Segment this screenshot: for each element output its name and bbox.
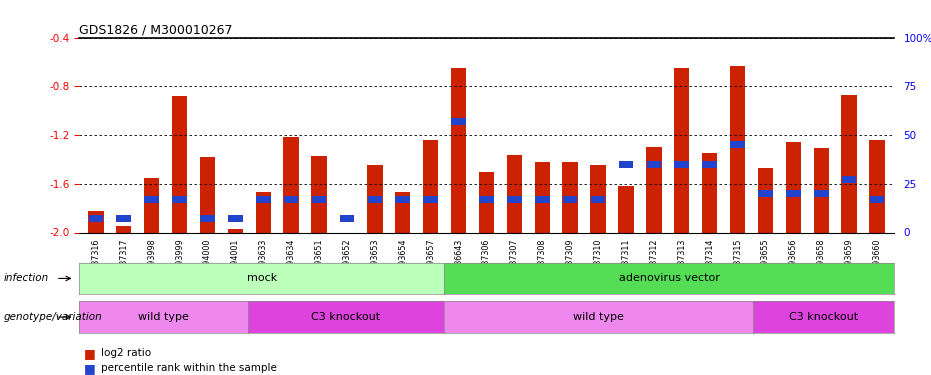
Bar [396, 196, 410, 203]
Bar [88, 211, 103, 232]
Bar [535, 196, 549, 203]
Bar [479, 172, 494, 232]
Bar [534, 162, 550, 232]
Bar [562, 162, 578, 232]
Text: infection: infection [4, 273, 49, 284]
Bar [172, 96, 187, 232]
Text: C3 knockout: C3 knockout [789, 312, 858, 322]
Bar [423, 140, 439, 232]
Bar [256, 192, 271, 232]
Bar [870, 196, 884, 203]
Bar [256, 196, 271, 203]
Bar [395, 192, 411, 232]
Bar [311, 156, 327, 232]
Text: ■: ■ [84, 362, 100, 375]
Bar [200, 157, 215, 232]
Bar [228, 229, 243, 232]
Bar [786, 190, 801, 197]
Bar [200, 216, 215, 222]
Text: C3 knockout: C3 knockout [312, 312, 381, 322]
Bar [507, 196, 521, 203]
Bar [172, 196, 187, 203]
Bar [758, 190, 773, 197]
Bar [590, 165, 606, 232]
Bar [563, 196, 577, 203]
Bar [116, 216, 131, 222]
Bar [618, 186, 634, 232]
Bar [88, 216, 103, 222]
Bar [842, 177, 857, 183]
Bar [451, 68, 466, 232]
Bar [730, 141, 745, 148]
Bar [312, 196, 327, 203]
Bar [758, 168, 773, 232]
Bar [368, 196, 382, 203]
Bar [730, 66, 745, 232]
Text: wild type: wild type [138, 312, 189, 322]
Bar [786, 142, 801, 232]
Bar [674, 161, 689, 168]
Bar [842, 95, 857, 232]
Text: GDS1826 / M300010267: GDS1826 / M300010267 [79, 23, 233, 36]
Bar [870, 140, 884, 232]
Bar [144, 196, 159, 203]
Text: ■: ■ [84, 347, 100, 360]
Text: wild type: wild type [573, 312, 625, 322]
Bar [283, 138, 299, 232]
Bar [814, 148, 829, 232]
Bar [284, 196, 299, 203]
Bar [506, 154, 522, 232]
Text: mock: mock [247, 273, 277, 284]
Bar [702, 161, 717, 168]
Bar [340, 216, 354, 222]
Bar [814, 190, 829, 197]
Text: percentile rank within the sample: percentile rank within the sample [101, 363, 277, 373]
Text: adenovirus vector: adenovirus vector [618, 273, 720, 284]
Text: genotype/variation: genotype/variation [4, 312, 102, 322]
Bar [646, 147, 662, 232]
Text: log2 ratio: log2 ratio [101, 348, 151, 358]
Bar [116, 226, 131, 232]
Bar [674, 68, 690, 232]
Bar [367, 165, 383, 232]
Bar [646, 161, 661, 168]
Bar [479, 196, 493, 203]
Bar [702, 153, 717, 232]
Bar [144, 178, 159, 232]
Bar [424, 196, 438, 203]
Bar [452, 118, 466, 125]
Bar [339, 232, 355, 235]
Bar [591, 196, 605, 203]
Bar [228, 216, 243, 222]
Bar [619, 161, 633, 168]
